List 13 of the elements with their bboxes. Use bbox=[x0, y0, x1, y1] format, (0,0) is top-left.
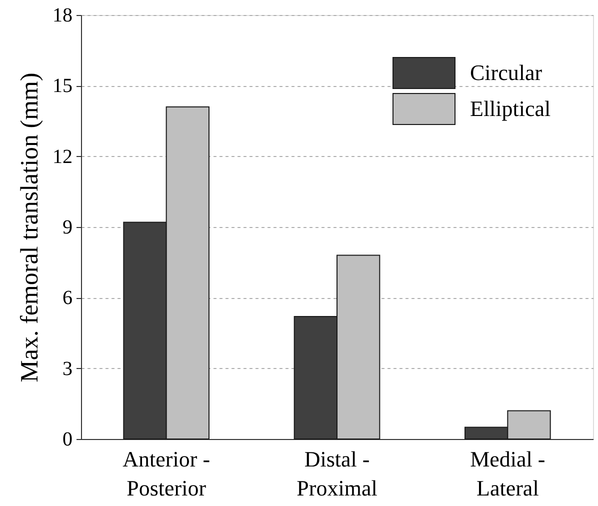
y-tick-label: 3 bbox=[62, 358, 72, 380]
y-tick-label: 15 bbox=[52, 75, 72, 98]
x-tick-label: Anterior - Posterior bbox=[122, 446, 210, 500]
legend-label: Elliptical bbox=[470, 96, 551, 121]
legend-label: Circular bbox=[470, 60, 543, 85]
x-tick-label: Medial - Lateral bbox=[470, 446, 546, 500]
x-tick-label: Distal - Proximal bbox=[296, 446, 378, 500]
y-tick-label: 18 bbox=[52, 4, 72, 26]
y-tick-label: 9 bbox=[62, 216, 72, 238]
y-tick-label: 12 bbox=[52, 146, 72, 168]
y-axis-title: Max. femoral translation (mm) bbox=[16, 72, 44, 382]
y-tick-label: 6 bbox=[62, 287, 72, 310]
y-tick-label: 0 bbox=[62, 428, 72, 450]
